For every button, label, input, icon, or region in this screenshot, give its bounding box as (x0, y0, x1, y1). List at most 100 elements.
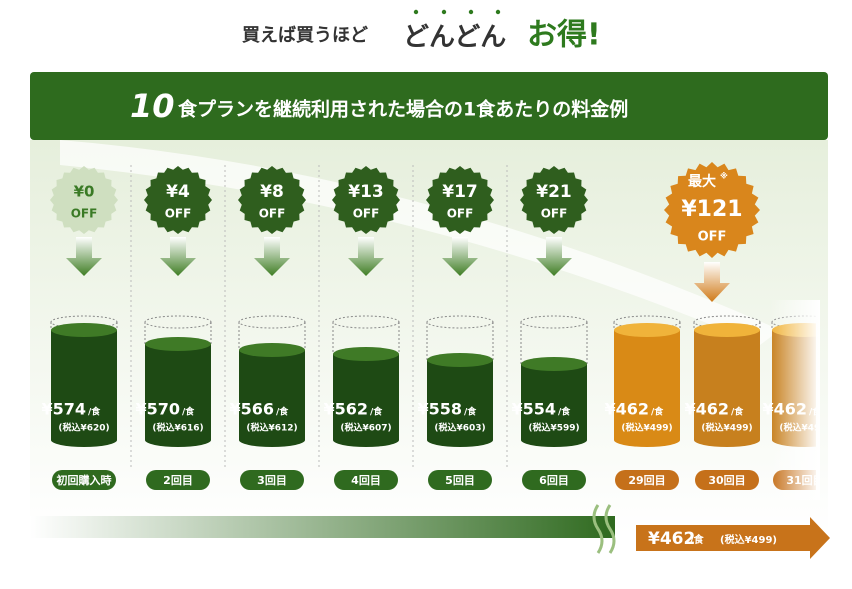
arrow (348, 237, 384, 276)
discount-off: OFF (353, 207, 380, 221)
headline-emphasis: どんどん (403, 23, 506, 53)
discount-amount: ¥17 (442, 182, 478, 202)
liquid-top (521, 357, 587, 371)
cup-liquid (521, 364, 587, 447)
step-pill (52, 470, 116, 490)
discount-amount: ¥13 (348, 182, 384, 202)
price: ¥562 (323, 400, 368, 419)
cup-glass (613, 322, 681, 330)
progress-bar (30, 516, 615, 538)
cup-glass (50, 322, 118, 330)
max-prefix: 最大 (688, 173, 716, 190)
liquid-top (333, 347, 399, 361)
price-unit: /食 (276, 406, 289, 418)
cup-liquid (145, 344, 211, 447)
step-pill (695, 470, 759, 490)
step-label: 30回目 (708, 473, 745, 487)
max-badge (664, 162, 760, 258)
emphasis-dots (413, 9, 501, 15)
cup-liquid (694, 330, 760, 447)
liquid-top (239, 343, 305, 357)
cup-liquid (333, 354, 399, 447)
discount-amount: ¥4 (166, 182, 190, 202)
footer-unit: /食 (690, 533, 705, 546)
discount-amount: ¥21 (536, 182, 572, 202)
discount-off: OFF (541, 207, 568, 221)
max-arrow (694, 262, 730, 302)
step-pill (428, 470, 492, 490)
discount-badge (426, 166, 494, 234)
banner-text: 食プランを継続利用された場合の1食あたりの料金例 (178, 98, 628, 121)
banner-number: 10 (130, 87, 175, 125)
price-unit: /食 (464, 406, 477, 418)
price-unit: /食 (88, 406, 101, 418)
cup-glass (693, 322, 761, 330)
step-pill (615, 470, 679, 490)
step-label: 6回目 (539, 473, 569, 487)
liquid-top (51, 323, 117, 337)
liquid-top (614, 323, 680, 337)
arrow (536, 237, 572, 276)
footer-arrow (636, 517, 830, 559)
price-tax: (税込¥499) (701, 422, 752, 434)
step-pill (240, 470, 304, 490)
price-unit: /食 (651, 406, 664, 418)
price: ¥570 (135, 400, 180, 419)
cup-liquid (239, 350, 305, 447)
price: ¥558 (417, 400, 462, 419)
discount-off: OFF (259, 207, 286, 221)
max-note: ※ (720, 171, 728, 181)
footer-price: ¥462 (648, 529, 695, 549)
discount-off: OFF (71, 207, 98, 221)
price: ¥462 (684, 400, 729, 419)
liquid-top (694, 323, 760, 337)
step-label: 29回目 (628, 473, 665, 487)
cup-glass (520, 322, 588, 364)
price-unit: /食 (731, 406, 744, 418)
columns: ¥0 OFF ¥574/食 (税込¥620) 初回購入時 ¥4 OFF ¥570/食 (税込¥6… (41, 165, 816, 490)
discount-badge (332, 166, 400, 234)
banner (30, 72, 828, 140)
footer-tax: (税込¥499) (720, 533, 777, 546)
price-tax: (税込¥499) (621, 422, 672, 434)
price-tax: (税込¥612) (246, 422, 297, 434)
discount-badge (50, 166, 118, 234)
price: ¥554 (511, 400, 556, 419)
swoosh (60, 140, 780, 345)
headline-lead: 買えば買うほど (242, 25, 368, 46)
step-pill (146, 470, 210, 490)
discount-amount: ¥0 (74, 183, 95, 201)
step-label: 4回目 (351, 473, 381, 487)
price: ¥566 (229, 400, 274, 419)
discount-badge (144, 166, 212, 234)
price-unit: /食 (558, 406, 571, 418)
step-label: 5回目 (445, 473, 475, 487)
price-tax: (税込¥616) (152, 422, 203, 434)
cup-liquid (51, 330, 117, 447)
price-tax: (税込¥607) (340, 422, 391, 434)
arrow (160, 237, 196, 276)
discount-off: OFF (165, 207, 192, 221)
step-pill (522, 470, 586, 490)
discount-badge (520, 166, 588, 234)
cup-liquid (614, 330, 680, 447)
cup-liquid (427, 360, 493, 447)
step-pill (334, 470, 398, 490)
fade (770, 300, 820, 500)
price-tax: (税込¥599) (528, 422, 579, 434)
arrow (66, 237, 102, 276)
liquid-top (145, 337, 211, 351)
price: ¥574 (41, 400, 86, 419)
cup-glass (238, 322, 306, 350)
cup-glass (332, 322, 400, 354)
max-amount: ¥121 (681, 197, 742, 222)
arrow (442, 237, 478, 276)
step-label: 2回目 (163, 473, 193, 487)
discount-amount: ¥8 (260, 182, 284, 202)
price-unit: /食 (370, 406, 383, 418)
price: ¥462 (604, 400, 649, 419)
price-tax: (税込¥620) (58, 422, 109, 434)
step-label: 初回購入時 (57, 473, 112, 487)
